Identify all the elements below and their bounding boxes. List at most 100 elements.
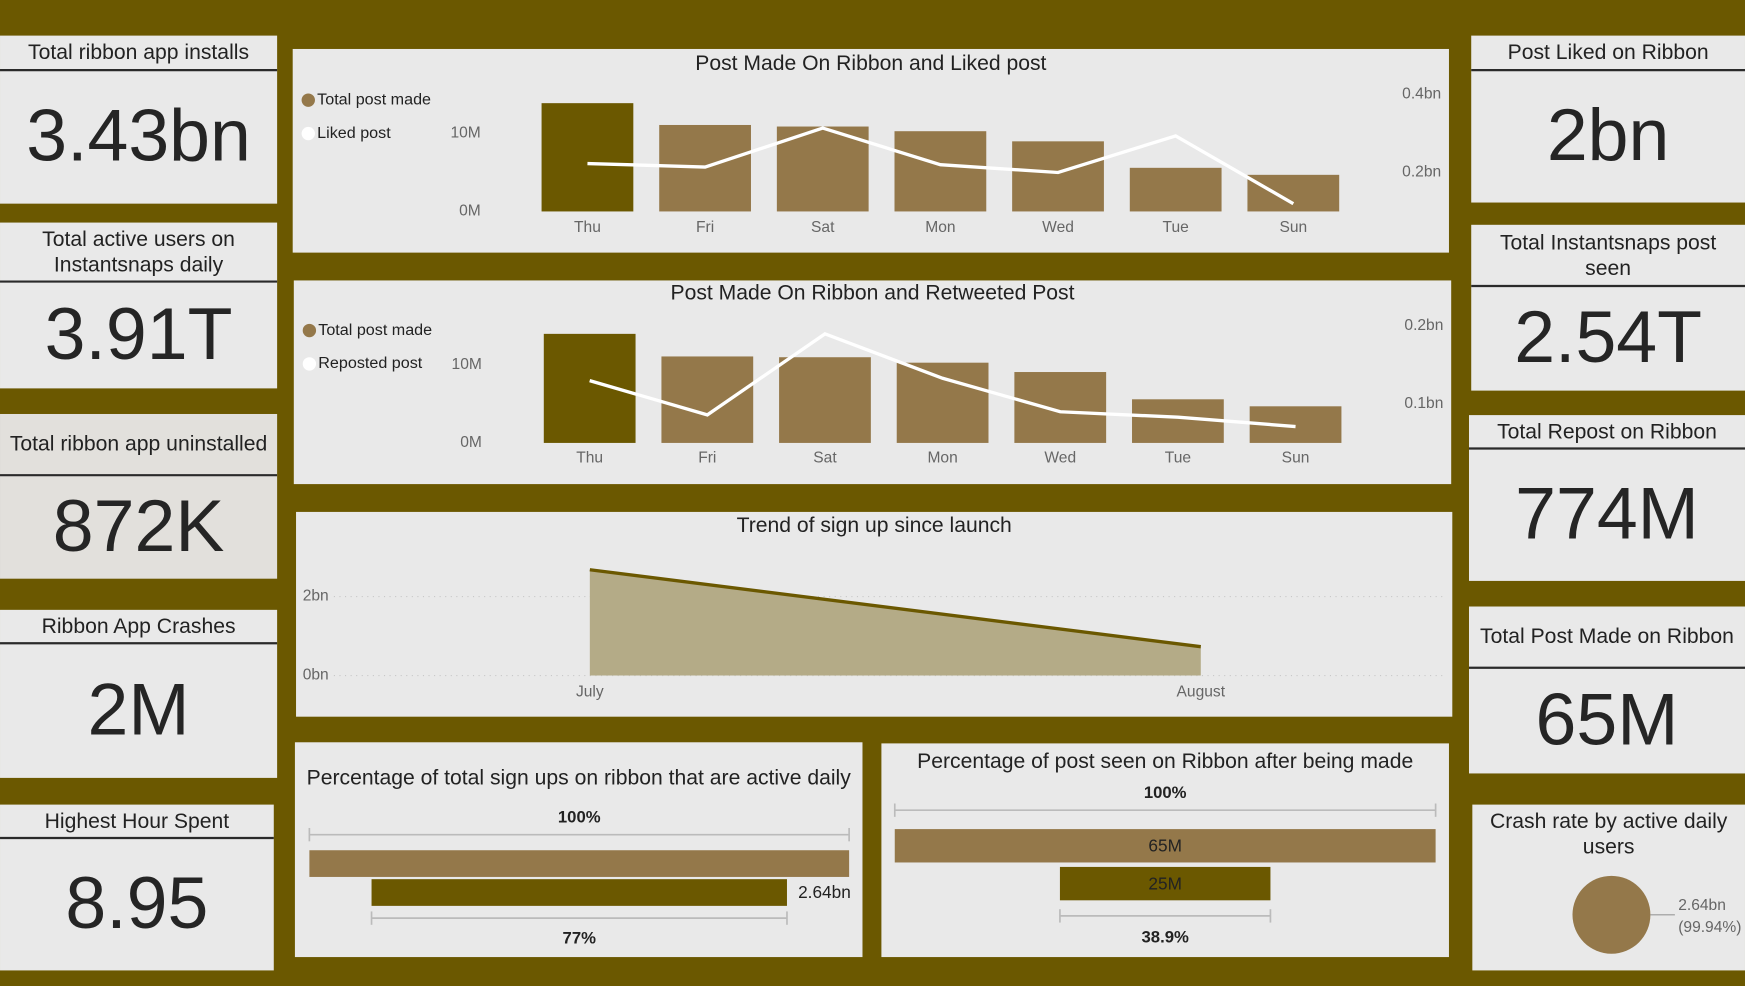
card-value: 2M <box>88 668 190 750</box>
chart-title: Crash rate by active daily users <box>1489 810 1728 860</box>
bar <box>894 131 987 212</box>
x-tick-label: Mon <box>925 219 955 236</box>
card-title-box: Total ribbon app uninstalled <box>9 432 268 457</box>
card-title: Total Post Made on Ribbon <box>1480 625 1734 649</box>
bar <box>1014 372 1107 443</box>
card-title: Highest Hour Spent <box>44 809 230 833</box>
card <box>1471 35 1745 203</box>
card <box>0 222 278 389</box>
chart-title: Percentage of post seen on Ribbon after … <box>917 749 1414 773</box>
card-title: Total active users on Instantsnaps daily <box>42 227 235 277</box>
y2-tick-label: 0.2bn <box>1402 164 1441 181</box>
card <box>1468 606 1745 774</box>
legend-label: Total post made <box>317 90 431 108</box>
chart-title: Trend of sign up since launch <box>737 514 1012 537</box>
x-tick-label: Tue <box>1165 450 1191 467</box>
bar <box>661 356 754 443</box>
card-title-box: Total Repost on Ribbon <box>1497 420 1717 444</box>
chart-title: Post Made On Ribbon and Retweeted Post <box>671 281 1075 304</box>
x-tick-label: Fri <box>696 219 714 236</box>
card-value: 3.91T <box>45 293 233 375</box>
card-value: 774M <box>1515 473 1699 555</box>
percent-label: 77% <box>563 929 597 948</box>
funnel-bar <box>894 829 1436 863</box>
chart-title: Percentage of total sign ups on ribbon t… <box>306 766 851 790</box>
area <box>589 569 1201 676</box>
card-value: 65M <box>1536 678 1679 760</box>
card-title: Total Instantsnaps post seen <box>1499 230 1717 280</box>
y2-tick-label: 0.1bn <box>1404 395 1443 412</box>
line <box>589 331 1296 429</box>
bar <box>541 103 634 212</box>
y-tick-label: 0M <box>460 434 482 451</box>
bar <box>779 357 871 443</box>
x-tick-label: Thu <box>574 219 601 236</box>
bar <box>1129 167 1222 212</box>
x-tick-label: Thu <box>576 450 603 467</box>
x-tick-label: Fri <box>698 450 716 467</box>
x-tick-label: Tue <box>1163 219 1189 236</box>
y-tick-label: 10M <box>452 356 482 373</box>
card-value: 872K <box>53 485 225 567</box>
legend-marker <box>302 357 317 371</box>
card-title: Total ribbon app installs <box>28 41 250 65</box>
percent-label: 100% <box>558 807 601 826</box>
y-tick-label: 2bn <box>303 588 329 605</box>
funnel-bar <box>1059 866 1271 901</box>
legend-marker <box>301 93 315 107</box>
value-label: 2.64bn <box>1678 897 1726 914</box>
card-title-box: Total ribbon app installs <box>28 41 250 65</box>
y2-tick-label: 0.2bn <box>1404 317 1443 334</box>
chart-title-box: Percentage of post seen on Ribbon after … <box>917 749 1414 773</box>
card-title-box: Total Instantsnaps post seen <box>1499 230 1717 280</box>
x-tick-label: Wed <box>1042 219 1074 236</box>
value-label: 25M <box>1148 873 1182 893</box>
card <box>0 804 274 971</box>
x-tick-label: Wed <box>1044 450 1076 467</box>
card-title-box: Ribbon App Crashes <box>41 614 236 639</box>
legend-marker <box>302 323 317 338</box>
bar <box>1247 174 1340 212</box>
value-label: 65M <box>1148 835 1182 855</box>
y-tick-label: 0bn <box>303 667 329 684</box>
x-tick-label: Sat <box>811 219 835 236</box>
card-title-box: Total Post Made on Ribbon <box>1480 625 1734 649</box>
area-line <box>589 568 1202 649</box>
bar <box>1012 141 1104 212</box>
x-tick-label: Sun <box>1282 450 1310 467</box>
x-tick-label: August <box>1177 683 1226 700</box>
bar <box>776 126 869 212</box>
card-title-box: Post Liked on Ribbon <box>1507 41 1709 65</box>
chart-panel <box>293 280 1452 485</box>
value-label: 2.64bn <box>798 882 851 902</box>
card-title-box: Total active users on Instantsnaps daily <box>42 227 235 277</box>
x-tick-label: Mon <box>927 450 957 467</box>
card <box>0 413 278 579</box>
y-tick-label: 0M <box>459 203 481 220</box>
card-title: Total ribbon app uninstalled <box>9 432 268 457</box>
y2-tick-label: 0.4bn <box>1402 86 1441 103</box>
chart-title-box: Crash rate by active daily users <box>1489 810 1728 860</box>
legend-label: Total post made <box>318 321 432 339</box>
card-value: 2.54T <box>1514 296 1702 378</box>
y-tick-label: 10M <box>450 125 480 142</box>
card-title-box: Highest Hour Spent <box>44 809 230 833</box>
card-value: 3.43bn <box>26 95 251 177</box>
card-title: Ribbon App Crashes <box>41 614 236 639</box>
funnel-bar <box>371 879 787 906</box>
percent-label: (99.94%) <box>1678 919 1741 936</box>
card <box>1468 415 1745 581</box>
x-tick-label: Sat <box>813 450 837 467</box>
x-tick-label: Sun <box>1279 219 1307 236</box>
legend-label: Reposted post <box>318 354 423 372</box>
percent-label: 100% <box>1144 783 1187 802</box>
card <box>0 35 278 204</box>
card-value: 8.95 <box>65 862 208 944</box>
card <box>0 609 278 778</box>
chart-panel <box>294 742 863 958</box>
bar <box>896 362 989 443</box>
card-title: Post Liked on Ribbon <box>1507 41 1709 65</box>
card-title: Total Repost on Ribbon <box>1497 420 1717 444</box>
chart-panel <box>292 48 1449 253</box>
